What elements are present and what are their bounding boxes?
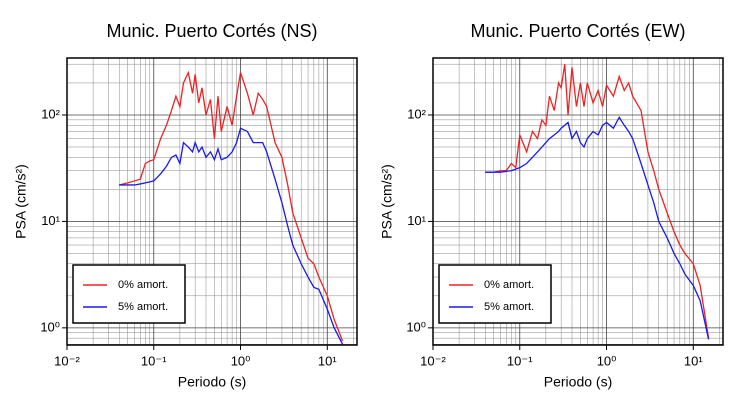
y-tick-label: 10² xyxy=(407,106,426,121)
series-line xyxy=(119,70,344,342)
chart: 10⁻² 10⁻¹ 10⁰ 10¹ 10⁰ 10¹ 10² Munic. Puerto Cor… xyxy=(379,21,724,390)
axes-frame xyxy=(432,57,724,346)
legend-label: 5% amort. xyxy=(484,301,534,313)
x-tick-label: 10⁻² xyxy=(54,353,80,368)
y-tick-label: 10⁰ xyxy=(406,319,426,334)
legend-box xyxy=(438,264,552,324)
legend-box xyxy=(72,264,186,324)
y-tick-label: 10⁰ xyxy=(40,319,60,334)
y-axis-label: PSA (cm/s²) xyxy=(379,164,395,239)
legend-label: 0% amort. xyxy=(484,279,534,291)
x-tick-label: 10⁰ xyxy=(231,353,251,368)
x-tick-label: 10¹ xyxy=(684,353,703,368)
x-tick-label: 10⁻² xyxy=(420,353,446,368)
y-tick-label: 10² xyxy=(41,106,60,121)
x-tick-label: 10⁻¹ xyxy=(507,353,533,368)
series-line xyxy=(485,116,710,340)
legend-label: 0% amort. xyxy=(118,279,168,291)
x-tick-label: 10¹ xyxy=(318,353,337,368)
chart-title: Munic. Puerto Cortés (EW) xyxy=(470,21,685,41)
series-line xyxy=(119,127,344,345)
x-tick-label: 10⁰ xyxy=(597,353,617,368)
chart-title: Munic. Puerto Cortés (NS) xyxy=(106,21,317,41)
y-axis-label: PSA (cm/s²) xyxy=(13,164,29,239)
y-tick-label: 10¹ xyxy=(407,213,426,228)
x-axis-label: Periodo (s) xyxy=(178,374,246,390)
x-axis-label: Periodo (s) xyxy=(544,374,612,390)
chart: 10⁻² 10⁻¹ 10⁰ 10¹ 10⁰ 10¹ 10² Munic. Puerto Cor… xyxy=(13,21,358,390)
y-tick-label: 10¹ xyxy=(41,213,60,228)
axes-frame xyxy=(66,57,358,346)
series-line xyxy=(485,64,710,339)
legend-label: 5% amort. xyxy=(118,301,168,313)
x-tick-label: 10⁻¹ xyxy=(141,353,167,368)
